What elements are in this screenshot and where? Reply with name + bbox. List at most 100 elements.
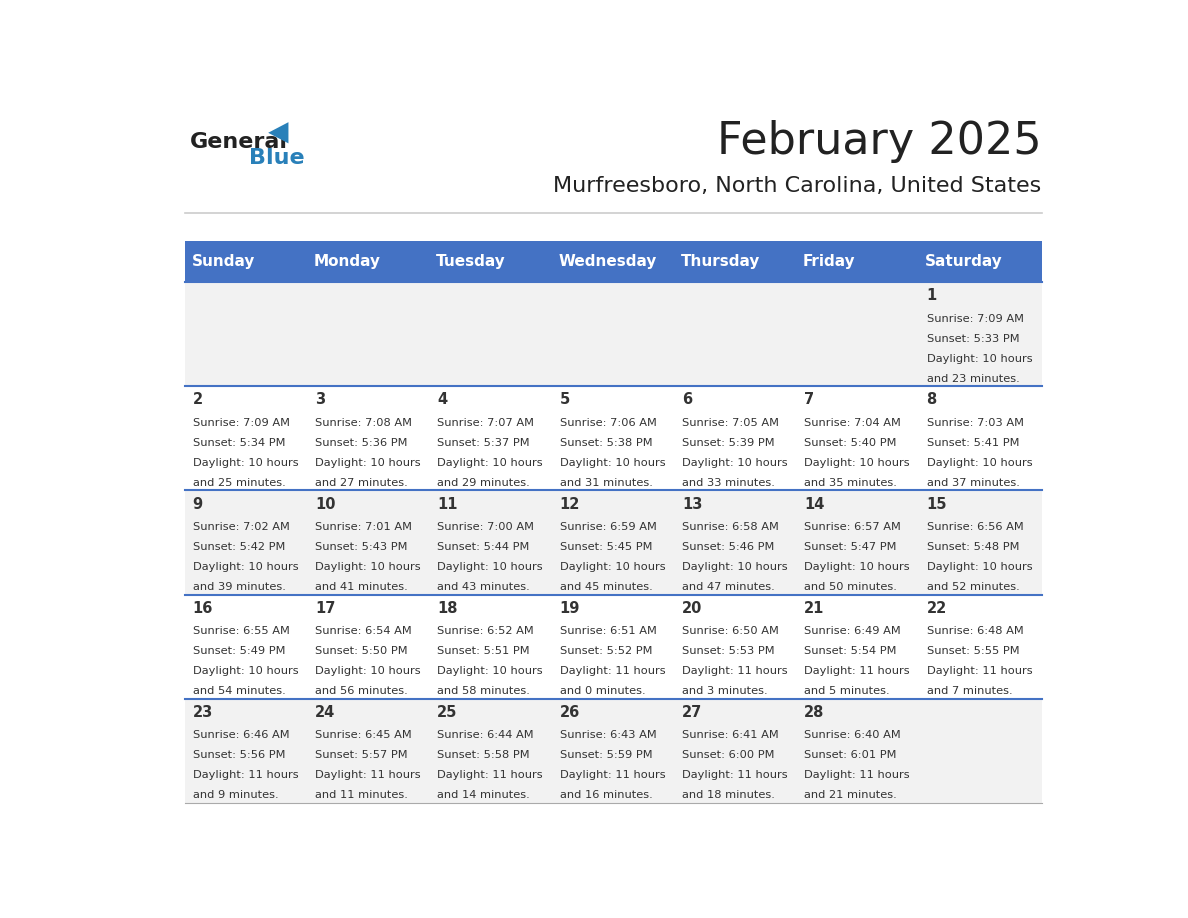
- Bar: [675, 241, 797, 282]
- Bar: [797, 490, 920, 595]
- Bar: [185, 386, 308, 490]
- Text: and 37 minutes.: and 37 minutes.: [927, 478, 1019, 487]
- Text: General: General: [190, 132, 287, 152]
- Bar: [185, 595, 308, 699]
- Text: and 45 minutes.: and 45 minutes.: [560, 582, 652, 592]
- Text: Sunset: 5:38 PM: Sunset: 5:38 PM: [560, 438, 652, 448]
- Text: Daylight: 11 hours: Daylight: 11 hours: [192, 770, 298, 780]
- Bar: [797, 282, 920, 386]
- Text: and 58 minutes.: and 58 minutes.: [437, 687, 530, 696]
- Text: 20: 20: [682, 600, 702, 616]
- Text: Daylight: 11 hours: Daylight: 11 hours: [560, 770, 665, 780]
- Text: 14: 14: [804, 497, 824, 511]
- Text: and 7 minutes.: and 7 minutes.: [927, 687, 1012, 696]
- Bar: [675, 699, 797, 803]
- Text: Daylight: 10 hours: Daylight: 10 hours: [682, 562, 788, 572]
- Text: Daylight: 10 hours: Daylight: 10 hours: [192, 562, 298, 572]
- Text: Sunset: 5:50 PM: Sunset: 5:50 PM: [315, 646, 407, 656]
- Text: and 23 minutes.: and 23 minutes.: [927, 374, 1019, 384]
- Text: Sunrise: 6:40 AM: Sunrise: 6:40 AM: [804, 731, 901, 741]
- Text: Daylight: 11 hours: Daylight: 11 hours: [682, 770, 788, 780]
- Text: Daylight: 10 hours: Daylight: 10 hours: [437, 458, 543, 468]
- Text: Sunrise: 6:46 AM: Sunrise: 6:46 AM: [192, 731, 290, 741]
- Text: Sunrise: 6:51 AM: Sunrise: 6:51 AM: [560, 626, 657, 636]
- Text: Sunset: 5:57 PM: Sunset: 5:57 PM: [315, 750, 407, 760]
- Text: 23: 23: [192, 705, 213, 720]
- Text: Sunset: 6:01 PM: Sunset: 6:01 PM: [804, 750, 897, 760]
- Text: Daylight: 10 hours: Daylight: 10 hours: [804, 562, 910, 572]
- Text: Sunrise: 6:41 AM: Sunrise: 6:41 AM: [682, 731, 778, 741]
- Text: Blue: Blue: [248, 148, 304, 168]
- Text: 5: 5: [560, 392, 570, 408]
- Text: Sunset: 5:44 PM: Sunset: 5:44 PM: [437, 542, 530, 552]
- Text: Sunset: 5:45 PM: Sunset: 5:45 PM: [560, 542, 652, 552]
- Text: and 35 minutes.: and 35 minutes.: [804, 478, 897, 487]
- Text: Sunrise: 6:54 AM: Sunrise: 6:54 AM: [315, 626, 412, 636]
- Text: Sunset: 5:37 PM: Sunset: 5:37 PM: [437, 438, 530, 448]
- Text: and 9 minutes.: and 9 minutes.: [192, 790, 278, 800]
- Bar: [675, 386, 797, 490]
- Text: Sunrise: 6:45 AM: Sunrise: 6:45 AM: [315, 731, 412, 741]
- Text: Sunset: 5:46 PM: Sunset: 5:46 PM: [682, 542, 775, 552]
- Text: Sunset: 5:52 PM: Sunset: 5:52 PM: [560, 646, 652, 656]
- Text: Sunset: 5:43 PM: Sunset: 5:43 PM: [315, 542, 407, 552]
- Text: Monday: Monday: [314, 254, 381, 269]
- Text: Sunset: 5:34 PM: Sunset: 5:34 PM: [192, 438, 285, 448]
- Text: Sunrise: 6:48 AM: Sunrise: 6:48 AM: [927, 626, 1023, 636]
- Text: Sunrise: 7:01 AM: Sunrise: 7:01 AM: [315, 522, 412, 532]
- Text: 12: 12: [560, 497, 580, 511]
- Bar: [308, 282, 430, 386]
- Text: 10: 10: [315, 497, 335, 511]
- Bar: [308, 699, 430, 803]
- Text: Sunrise: 7:09 AM: Sunrise: 7:09 AM: [192, 418, 290, 428]
- Text: Sunrise: 6:55 AM: Sunrise: 6:55 AM: [192, 626, 290, 636]
- Text: and 3 minutes.: and 3 minutes.: [682, 687, 767, 696]
- Text: and 16 minutes.: and 16 minutes.: [560, 790, 652, 800]
- Bar: [308, 241, 430, 282]
- Text: and 5 minutes.: and 5 minutes.: [804, 687, 890, 696]
- Bar: [308, 386, 430, 490]
- Text: Sunrise: 7:06 AM: Sunrise: 7:06 AM: [560, 418, 657, 428]
- Bar: [308, 595, 430, 699]
- Text: Sunrise: 6:44 AM: Sunrise: 6:44 AM: [437, 731, 533, 741]
- Text: 3: 3: [315, 392, 326, 408]
- Text: Sunrise: 7:00 AM: Sunrise: 7:00 AM: [437, 522, 535, 532]
- Polygon shape: [268, 122, 289, 143]
- Text: Sunrise: 6:52 AM: Sunrise: 6:52 AM: [437, 626, 535, 636]
- Text: Sunset: 5:51 PM: Sunset: 5:51 PM: [437, 646, 530, 656]
- Text: Sunrise: 7:03 AM: Sunrise: 7:03 AM: [927, 418, 1024, 428]
- Text: Sunrise: 7:07 AM: Sunrise: 7:07 AM: [437, 418, 535, 428]
- Bar: [185, 241, 308, 282]
- Text: Sunset: 5:36 PM: Sunset: 5:36 PM: [315, 438, 407, 448]
- Text: and 29 minutes.: and 29 minutes.: [437, 478, 530, 487]
- Bar: [430, 386, 552, 490]
- Bar: [797, 699, 920, 803]
- Text: and 25 minutes.: and 25 minutes.: [192, 478, 285, 487]
- Text: 8: 8: [927, 392, 937, 408]
- Text: and 41 minutes.: and 41 minutes.: [315, 582, 407, 592]
- Text: Sunset: 5:55 PM: Sunset: 5:55 PM: [927, 646, 1019, 656]
- Bar: [552, 241, 675, 282]
- Bar: [920, 699, 1042, 803]
- Text: Sunrise: 6:56 AM: Sunrise: 6:56 AM: [927, 522, 1023, 532]
- Text: Daylight: 11 hours: Daylight: 11 hours: [682, 666, 788, 677]
- Bar: [920, 595, 1042, 699]
- Text: 17: 17: [315, 600, 335, 616]
- Text: 6: 6: [682, 392, 693, 408]
- Text: Daylight: 10 hours: Daylight: 10 hours: [192, 666, 298, 677]
- Bar: [185, 282, 308, 386]
- Text: Sunset: 5:40 PM: Sunset: 5:40 PM: [804, 438, 897, 448]
- Text: and 54 minutes.: and 54 minutes.: [192, 687, 285, 696]
- Text: Thursday: Thursday: [681, 254, 760, 269]
- Text: Daylight: 11 hours: Daylight: 11 hours: [437, 770, 543, 780]
- Bar: [430, 595, 552, 699]
- Text: 25: 25: [437, 705, 457, 720]
- Text: 1: 1: [927, 288, 937, 303]
- Text: Sunset: 5:41 PM: Sunset: 5:41 PM: [927, 438, 1019, 448]
- Text: 21: 21: [804, 600, 824, 616]
- Text: Murfreesboro, North Carolina, United States: Murfreesboro, North Carolina, United Sta…: [554, 175, 1042, 196]
- Text: Sunrise: 6:49 AM: Sunrise: 6:49 AM: [804, 626, 901, 636]
- Text: Sunset: 5:54 PM: Sunset: 5:54 PM: [804, 646, 897, 656]
- Text: Daylight: 10 hours: Daylight: 10 hours: [192, 458, 298, 468]
- Text: Daylight: 10 hours: Daylight: 10 hours: [437, 666, 543, 677]
